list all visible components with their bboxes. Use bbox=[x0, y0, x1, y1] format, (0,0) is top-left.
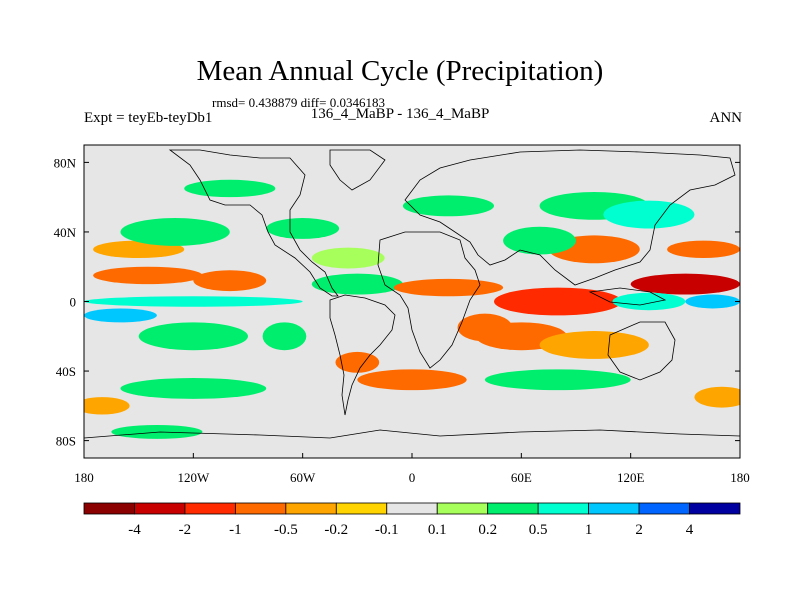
colorbar-label: 0.2 bbox=[478, 522, 497, 538]
anomaly-region bbox=[193, 270, 267, 292]
colorbar-label: -0.5 bbox=[274, 522, 298, 538]
lat-tick-label: 40S bbox=[56, 364, 76, 379]
anomaly-region bbox=[266, 218, 340, 239]
lon-tick-label: 60E bbox=[511, 470, 532, 485]
colorbar-swatch bbox=[487, 502, 539, 515]
period-label: ANN bbox=[709, 110, 743, 126]
anomaly-region bbox=[494, 287, 622, 316]
lon-tick-label: 120W bbox=[177, 470, 210, 485]
anomaly-region bbox=[120, 378, 267, 399]
anomaly-region bbox=[335, 351, 380, 373]
colorbar-swatch bbox=[134, 502, 186, 515]
continent-outlines bbox=[84, 149, 740, 439]
colorbar-swatch bbox=[588, 502, 640, 515]
anomaly-region bbox=[93, 266, 203, 285]
anomaly-region bbox=[667, 240, 740, 259]
colorbar-label: -0.1 bbox=[375, 522, 399, 538]
lon-tick-label: 180 bbox=[74, 470, 94, 485]
lat-tick-label: 80N bbox=[54, 155, 77, 170]
colorbar-label: -1 bbox=[229, 522, 242, 538]
colorbar-swatch bbox=[436, 502, 489, 515]
colorbar-label: -2 bbox=[179, 522, 192, 538]
lat-tick-label: 0 bbox=[70, 295, 77, 310]
lat-tick-label: 80S bbox=[56, 434, 76, 449]
anomaly-region bbox=[262, 322, 307, 351]
colorbar: -4 -2 -1 -0.5 -0.2 -0.1 0.1 0.2 0.5 1 2 4 bbox=[83, 502, 741, 538]
anomaly-region bbox=[357, 369, 467, 391]
anomaly-region bbox=[84, 397, 130, 415]
colorbar-swatch bbox=[83, 502, 135, 515]
colorbar-label: 2 bbox=[635, 522, 643, 538]
comparison-label: 136_4_MaBP - 136_4_MaBP bbox=[310, 106, 490, 122]
stats-text: rmsd= 0.438879 diff= 0.0346183 bbox=[212, 95, 385, 110]
colorbar-swatch bbox=[184, 502, 236, 515]
colorbar-swatch bbox=[335, 502, 388, 515]
lat-tick-label: 40N bbox=[54, 225, 77, 240]
colorbar-label: 4 bbox=[686, 522, 694, 538]
colorbar-label: 1 bbox=[585, 522, 593, 538]
colorbar-swatch bbox=[234, 502, 287, 515]
experiment-label: Expt = teyEb-teyDb1 bbox=[84, 110, 213, 126]
anomaly-region bbox=[484, 369, 631, 391]
colorbar-label: 0.5 bbox=[529, 522, 548, 538]
colorbar-label: -4 bbox=[128, 522, 141, 538]
anomaly-region bbox=[393, 278, 504, 297]
lon-tick-label: 120E bbox=[617, 470, 645, 485]
anomaly-region bbox=[138, 322, 248, 351]
anomaly-region bbox=[603, 200, 695, 229]
anomaly-region bbox=[694, 386, 740, 408]
colorbar-swatch bbox=[386, 502, 438, 515]
longitude-axis: 180 120W 60W 0 60E 120E 180 bbox=[74, 453, 750, 485]
lon-tick-label: 60W bbox=[290, 470, 316, 485]
colorbar-label: 0.1 bbox=[428, 522, 447, 538]
colorbar-swatch bbox=[638, 502, 690, 515]
anomaly-region bbox=[402, 195, 495, 217]
anomaly-region bbox=[311, 247, 385, 269]
anomaly-region bbox=[685, 294, 740, 309]
lon-tick-label: 180 bbox=[730, 470, 750, 485]
map-title: Mean Annual Cycle (Precipitation) bbox=[196, 55, 604, 87]
anomaly-region bbox=[612, 292, 686, 311]
colorbar-label: -0.2 bbox=[324, 522, 348, 538]
anomaly-region bbox=[503, 226, 576, 255]
lon-tick-label: 0 bbox=[409, 470, 416, 485]
anomaly-region bbox=[630, 273, 740, 295]
colorbar-swatch bbox=[285, 502, 337, 515]
anomaly-region bbox=[120, 218, 230, 246]
colorbar-swatch bbox=[537, 502, 590, 515]
anomaly-region bbox=[311, 273, 403, 295]
latitude-axis: 80N 40N 0 40S 80S bbox=[54, 155, 740, 449]
anomaly-region bbox=[539, 331, 649, 359]
anomaly-region bbox=[84, 296, 303, 307]
anomaly-region bbox=[184, 179, 276, 198]
anomaly-field bbox=[84, 179, 740, 439]
colorbar-swatch bbox=[689, 502, 741, 515]
anomaly-region bbox=[84, 308, 157, 323]
